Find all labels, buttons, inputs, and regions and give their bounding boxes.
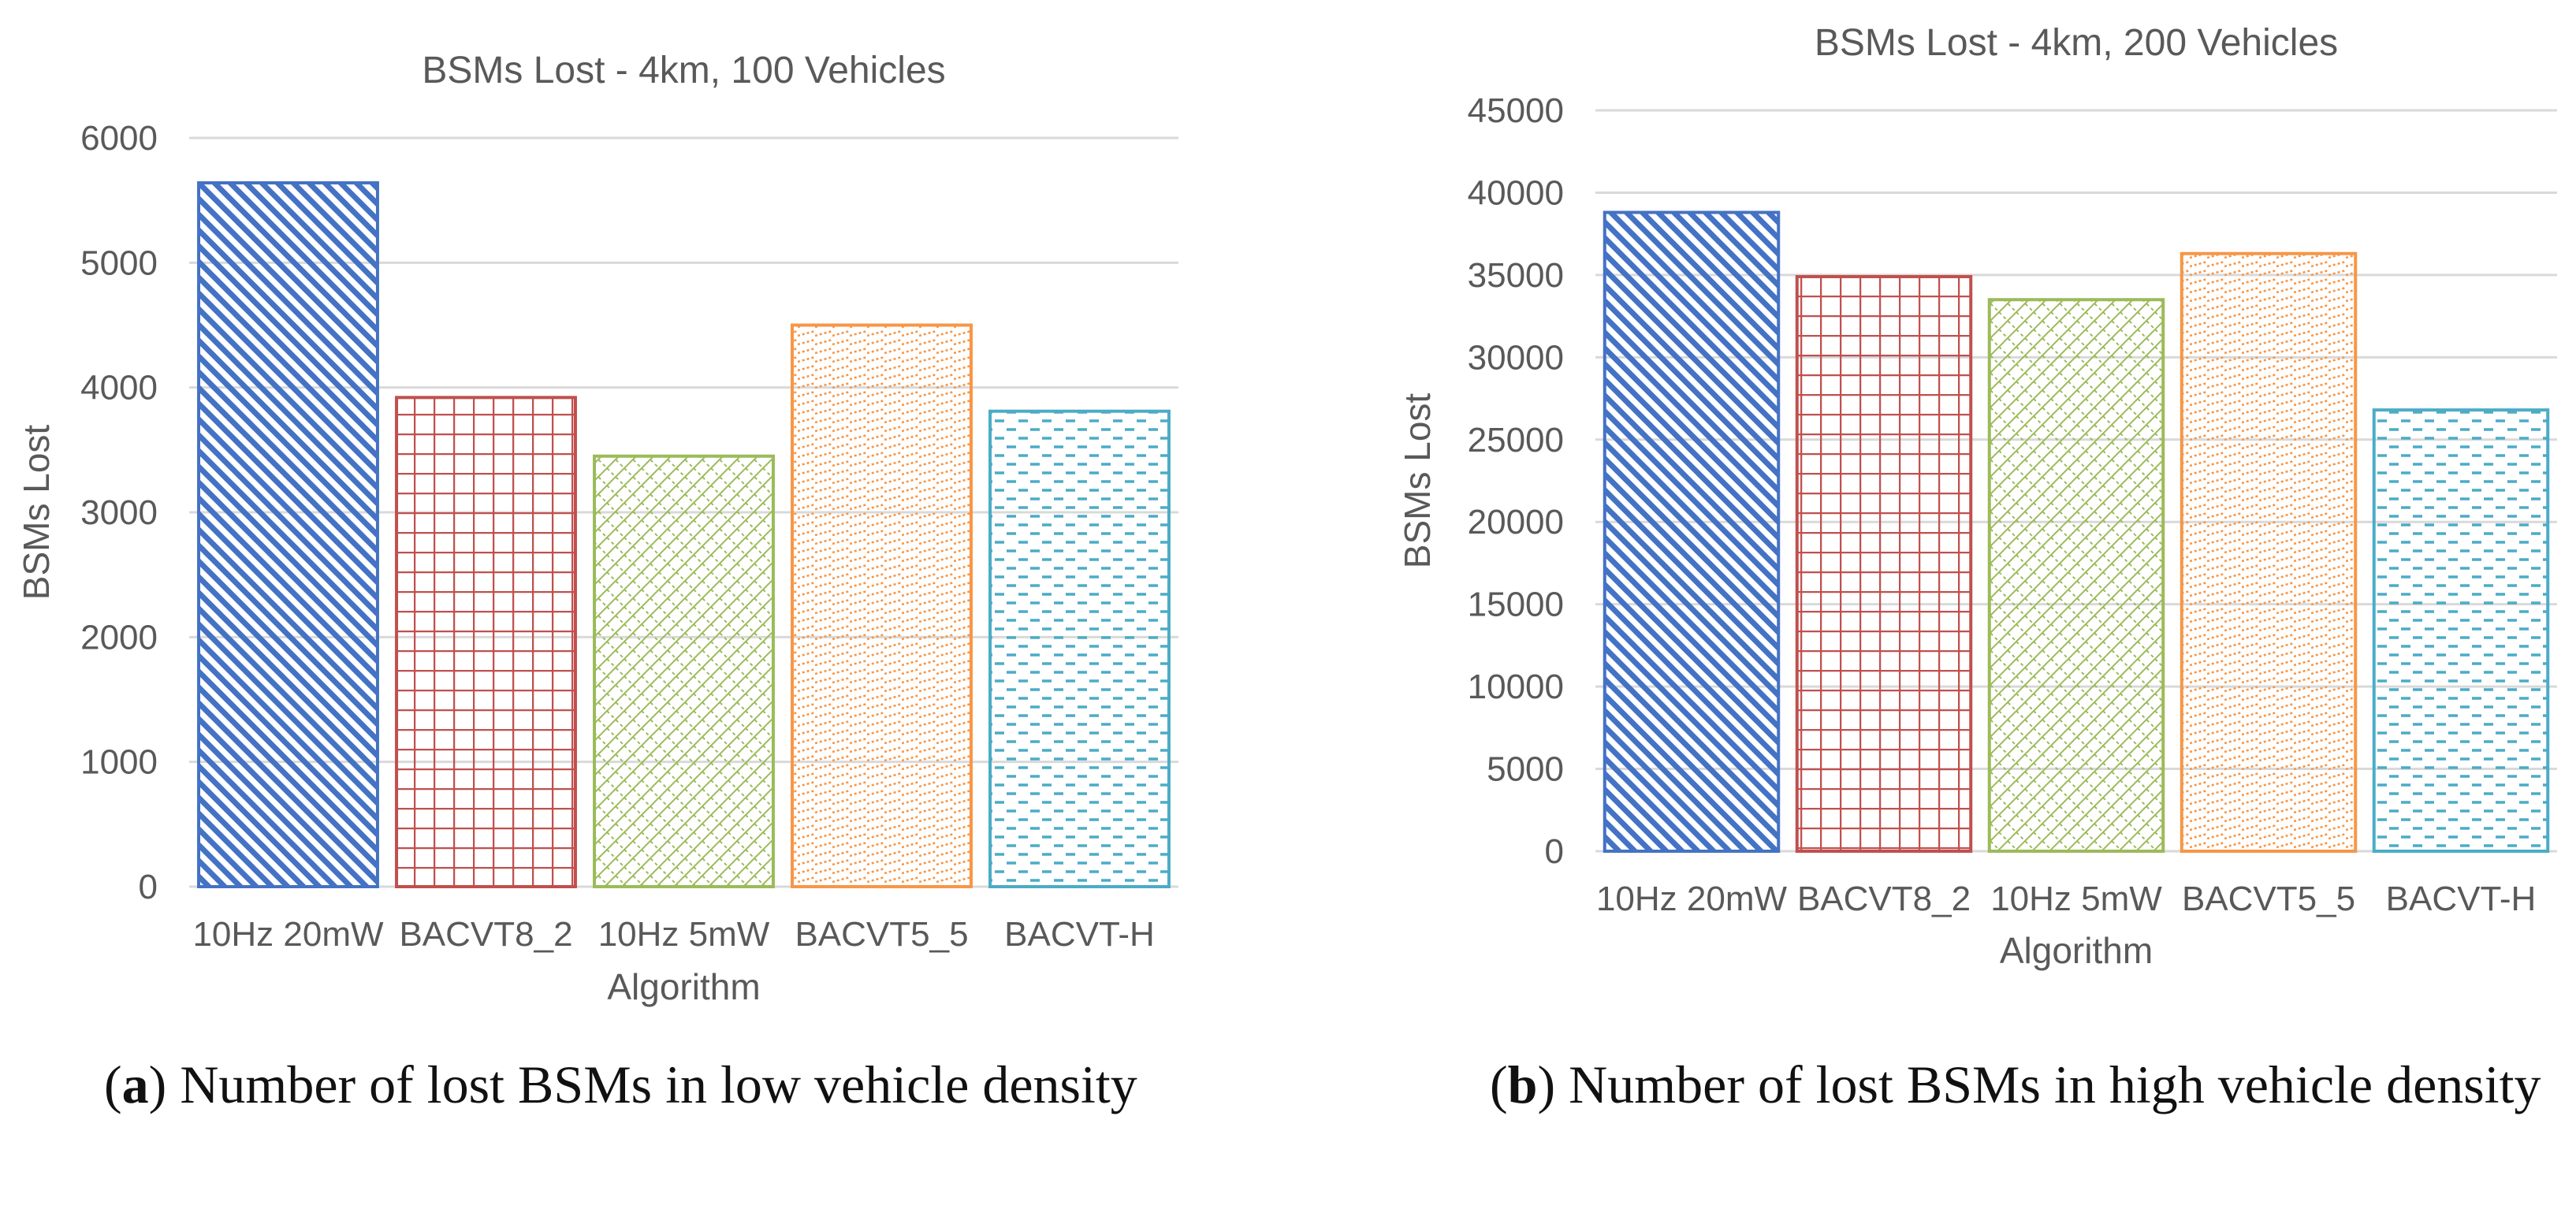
chart-b-y-tick-label: 0 — [1545, 832, 1564, 871]
chart-a-y-axis-label: BSMs Lost — [16, 425, 57, 601]
chart-a-y-tick-label: 3000 — [80, 493, 158, 532]
chart-a-x-axis-label: Algorithm — [607, 966, 760, 1007]
caption-a-label: a — [121, 1055, 149, 1114]
caption-b-text: Number of lost BSMs in high vehicle dens… — [1569, 1055, 2541, 1114]
chart-b-y-axis-label: BSMs Lost — [1397, 393, 1438, 569]
chart-b-bar-4 — [2180, 251, 2358, 853]
chart-a-bar-5 — [988, 409, 1171, 888]
chart-b-y-tick-label: 45000 — [1468, 91, 1564, 130]
chart-b-bar-5 — [2372, 408, 2550, 853]
chart-b: BSMs Lost - 4km, 200 Vehicles 0 5000 10000 1… — [1397, 22, 2557, 971]
chart-b-x-tick-label: BACVT-H — [2386, 880, 2537, 918]
caption-b-label: b — [1507, 1055, 1538, 1114]
chart-b-y-tick-label: 30000 — [1468, 338, 1564, 377]
chart-a-bar-3 — [593, 454, 775, 888]
chart-a-y-tick-label: 0 — [139, 868, 158, 906]
chart-b-y-tick-label: 35000 — [1468, 256, 1564, 295]
chart-a-title: BSMs Lost - 4km, 100 Vehicles — [422, 50, 945, 91]
chart-b-y-tick-label: 15000 — [1468, 586, 1564, 624]
chart-b-y-tick-label: 10000 — [1468, 668, 1564, 706]
caption-a: (a) Number of lost BSMs in low vehicle d… — [104, 1055, 1137, 1114]
chart-b-title: BSMs Lost - 4km, 200 Vehicles — [1815, 22, 2338, 64]
caption-b: (b) Number of lost BSMs in high vehicle … — [1490, 1055, 2541, 1114]
chart-a-x-tick-label: 10Hz 20mW — [192, 915, 384, 954]
chart-a-y-tick-label: 4000 — [80, 369, 158, 407]
chart-a-x-tick-label: BACVT8_2 — [399, 915, 572, 954]
chart-a-x-tick-label: BACVT5_5 — [795, 915, 968, 954]
chart-b-x-tick-label: 10Hz 5mW — [1990, 880, 2162, 918]
chart-b-x-axis-label: Algorithm — [2000, 930, 2153, 971]
chart-a-bar-4 — [791, 323, 973, 888]
chart-a-y-tick-label: 1000 — [80, 743, 158, 782]
chart-b-y-tick-label: 25000 — [1468, 421, 1564, 459]
chart-a-y-tick-label: 5000 — [80, 244, 158, 282]
chart-b-y-tick-label: 40000 — [1468, 173, 1564, 212]
chart-b-bar-3 — [1987, 298, 2165, 853]
chart-b-y-tick-label: 20000 — [1468, 503, 1564, 541]
chart-a-x-tick-label: BACVT-H — [1004, 915, 1155, 954]
chart-b-x-tick-label: BACVT8_2 — [1797, 880, 1971, 918]
chart-a-bar-2 — [395, 396, 577, 889]
chart-a-x-tick-label: 10Hz 5mW — [598, 915, 770, 954]
chart-b-x-tick-label: 10Hz 20mW — [1596, 880, 1788, 918]
chart-b-x-tick-label: BACVT5_5 — [2182, 880, 2355, 918]
chart-a: BSMs Lost - 4km, 100 Vehicles 0 1000 2000 30… — [16, 50, 1178, 1007]
chart-b-bar-1 — [1603, 210, 1781, 853]
chart-a-y-tick-label: 6000 — [80, 119, 158, 158]
caption-a-text: Number of lost BSMs in low vehicle densi… — [180, 1055, 1137, 1114]
chart-a-y-tick-label: 2000 — [80, 618, 158, 657]
chart-a-bar-1 — [197, 181, 379, 888]
chart-b-bar-2 — [1795, 274, 1973, 853]
chart-b-y-tick-label: 5000 — [1487, 750, 1564, 789]
